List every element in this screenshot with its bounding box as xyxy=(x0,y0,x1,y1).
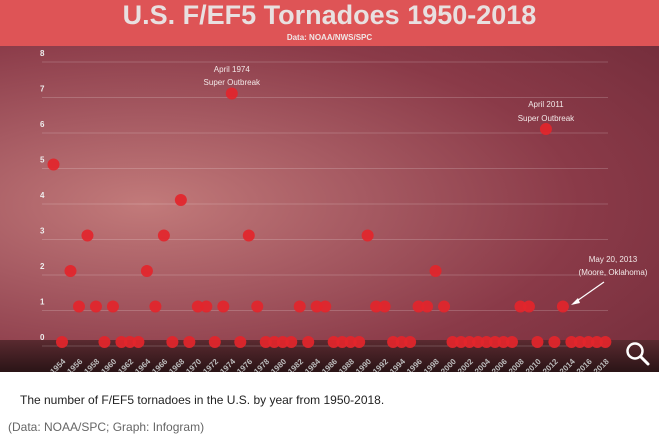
data-point xyxy=(319,300,332,313)
zoom-button[interactable] xyxy=(624,340,652,368)
data-point xyxy=(157,229,170,242)
y-tick-label: 4 xyxy=(40,191,45,200)
data-point xyxy=(72,300,85,313)
figure-caption: The number of F/EF5 tornadoes in the U.S… xyxy=(20,393,385,407)
data-point xyxy=(106,300,119,313)
chart-plot: 0123456781954195619581960196219641966196… xyxy=(40,49,648,372)
annotation-arrow xyxy=(573,281,605,304)
data-point xyxy=(200,300,213,313)
data-point xyxy=(242,229,255,242)
data-point xyxy=(480,336,493,348)
y-tick-label: 1 xyxy=(40,298,45,307)
data-point xyxy=(276,336,289,348)
data-point xyxy=(259,336,272,348)
data-point xyxy=(149,300,162,313)
data-point xyxy=(123,336,136,348)
data-point xyxy=(387,336,400,348)
y-tick-label: 7 xyxy=(40,85,45,94)
data-point xyxy=(353,336,366,348)
data-point xyxy=(336,336,349,348)
data-point xyxy=(463,336,476,348)
chart-subtitle: Data: NOAA/NWS/SPC xyxy=(286,33,373,42)
data-point xyxy=(217,300,230,313)
magnifier-icon xyxy=(626,342,650,366)
data-point xyxy=(268,336,281,348)
data-point xyxy=(361,229,374,242)
x-tick-label: 2018 xyxy=(592,357,611,372)
annotation-label: May 20, 2013 xyxy=(589,255,638,264)
data-point xyxy=(174,194,187,206)
data-point xyxy=(531,336,544,348)
chart-figure: 0 1 2 3 4 5 6 7 8 1954 1956 1958 1960 1962 1964 1966 196… xyxy=(0,0,659,372)
data-point xyxy=(497,336,510,348)
annotation-arrowhead xyxy=(571,298,580,305)
data-point xyxy=(208,336,221,348)
data-point xyxy=(140,265,153,277)
data-point xyxy=(429,265,442,277)
chart-title: U.S. F/EF5 Tornadoes 1950-2018 xyxy=(122,0,537,30)
data-point xyxy=(404,336,417,348)
figure-source: (Data: NOAA/SPC; Graph: Infogram) xyxy=(8,420,205,434)
data-point xyxy=(395,336,408,348)
data-point xyxy=(522,300,535,313)
data-point xyxy=(421,300,434,313)
data-point xyxy=(302,336,315,348)
data-point xyxy=(81,229,94,242)
data-point xyxy=(183,336,196,348)
data-point xyxy=(573,336,586,348)
data-point xyxy=(378,300,391,313)
annotation-label: April 2011 xyxy=(528,100,564,109)
data-point xyxy=(166,336,179,348)
data-point xyxy=(327,336,340,348)
data-point xyxy=(582,336,595,348)
data-point xyxy=(64,265,77,277)
data-point xyxy=(556,300,569,313)
annotation-label: Super Outbreak xyxy=(518,114,575,123)
data-point xyxy=(98,336,111,348)
data-point xyxy=(234,336,247,348)
data-point xyxy=(285,336,298,348)
data-point xyxy=(539,123,552,135)
y-tick-label: 2 xyxy=(40,262,45,271)
data-point xyxy=(565,336,578,348)
data-point xyxy=(446,336,459,348)
y-tick-label: 6 xyxy=(40,120,45,129)
data-point xyxy=(56,336,68,348)
y-tick-label: 3 xyxy=(40,227,45,236)
data-point xyxy=(251,300,264,313)
data-point xyxy=(89,300,102,313)
data-point xyxy=(132,336,145,348)
data-point xyxy=(225,87,238,100)
annotation-label: (Moore, Oklahoma) xyxy=(579,268,648,277)
data-point xyxy=(47,158,60,171)
data-point xyxy=(191,300,204,313)
y-tick-label: 0 xyxy=(40,333,45,342)
data-point xyxy=(590,336,603,348)
data-point xyxy=(115,336,128,348)
data-point xyxy=(514,300,527,313)
data-point xyxy=(370,300,383,313)
data-point xyxy=(293,300,306,313)
annotation-label: April 1974 xyxy=(214,65,251,74)
y-tick-label: 8 xyxy=(40,49,45,58)
data-point xyxy=(505,336,518,348)
data-point xyxy=(412,300,425,313)
chart-header: U.S. F/EF5 Tornadoes 1950-2018 Data: NOA… xyxy=(0,0,659,46)
data-point xyxy=(438,300,451,313)
data-point xyxy=(599,336,612,348)
annotation-label: Super Outbreak xyxy=(204,78,261,87)
data-point xyxy=(488,336,501,348)
data-point xyxy=(472,336,485,348)
y-tick-label: 5 xyxy=(40,156,45,165)
data-point xyxy=(548,336,561,348)
data-point xyxy=(344,336,357,348)
data-point xyxy=(310,300,323,313)
data-point xyxy=(455,336,468,348)
